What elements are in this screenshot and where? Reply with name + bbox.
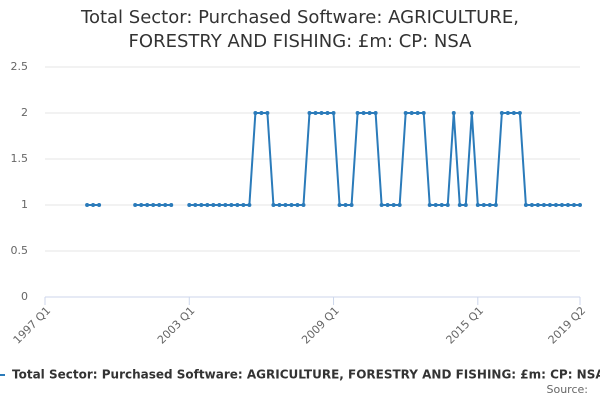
y-tick-label: 2 xyxy=(21,106,28,119)
data-point xyxy=(91,203,96,207)
data-point xyxy=(217,203,222,207)
data-point xyxy=(277,203,282,207)
data-point xyxy=(301,203,306,207)
data-point xyxy=(487,203,492,207)
source-label: Source: xyxy=(547,383,589,396)
y-tick-label: 2.5 xyxy=(11,60,29,73)
x-tick-label: 2003 Q1 xyxy=(155,304,198,347)
data-point xyxy=(163,203,168,207)
data-point xyxy=(391,203,396,207)
data-point xyxy=(403,111,408,115)
data-point xyxy=(421,111,426,115)
y-tick-label: 0 xyxy=(21,290,28,303)
data-point xyxy=(139,203,144,207)
data-point xyxy=(259,111,264,115)
data-point xyxy=(553,203,558,207)
data-point xyxy=(475,203,480,207)
data-point xyxy=(505,111,510,115)
data-point xyxy=(355,111,360,115)
data-point xyxy=(481,203,486,207)
data-point xyxy=(373,111,378,115)
data-point xyxy=(349,203,354,207)
data-point xyxy=(229,203,234,207)
data-point xyxy=(235,203,240,207)
data-point xyxy=(193,203,198,207)
x-tick-label: 1997 Q1 xyxy=(11,304,54,347)
data-point xyxy=(313,111,318,115)
data-point xyxy=(271,203,276,207)
data-point xyxy=(289,203,294,207)
data-point xyxy=(307,111,312,115)
data-point xyxy=(283,203,288,207)
data-point xyxy=(578,203,582,207)
data-point xyxy=(133,203,138,207)
data-point xyxy=(547,203,552,207)
data-point xyxy=(199,203,204,207)
data-point xyxy=(241,203,246,207)
data-point xyxy=(559,203,564,207)
y-tick-label: 0.5 xyxy=(11,244,29,257)
data-point xyxy=(367,111,372,115)
data-point xyxy=(463,203,468,207)
data-point xyxy=(325,111,330,115)
data-point xyxy=(205,203,210,207)
data-point xyxy=(361,111,366,115)
data-point xyxy=(523,203,528,207)
data-point xyxy=(187,203,192,207)
data-point xyxy=(439,203,444,207)
data-point xyxy=(565,203,570,207)
data-point xyxy=(385,203,390,207)
data-point xyxy=(493,203,498,207)
data-point xyxy=(535,203,540,207)
data-point xyxy=(223,203,228,207)
data-point xyxy=(265,111,270,115)
data-point xyxy=(457,203,462,207)
data-point xyxy=(295,203,300,207)
data-point xyxy=(511,111,516,115)
x-tick-label: 2009 Q1 xyxy=(299,304,342,347)
x-tick-label: 2015 Q1 xyxy=(444,304,487,347)
data-point xyxy=(433,203,438,207)
data-point xyxy=(451,111,456,115)
data-point xyxy=(499,111,504,115)
data-point xyxy=(397,203,402,207)
x-tick-label: 2019 Q2 xyxy=(546,304,589,347)
data-point xyxy=(337,203,342,207)
data-point xyxy=(169,203,174,207)
y-tick-label: 1.5 xyxy=(11,152,29,165)
data-point xyxy=(331,111,336,115)
data-point xyxy=(409,111,414,115)
data-point xyxy=(157,203,162,207)
chart-title: Total Sector: Purchased Software: AGRICU… xyxy=(81,7,519,52)
y-tick-label: 1 xyxy=(21,198,28,211)
data-point xyxy=(517,111,522,115)
data-point xyxy=(247,203,252,207)
data-point xyxy=(343,203,348,207)
data-point xyxy=(427,203,432,207)
data-point xyxy=(445,203,450,207)
data-point xyxy=(151,203,156,207)
data-point xyxy=(145,203,150,207)
legend-label: Total Sector: Purchased Software: AGRICU… xyxy=(12,368,600,382)
data-point xyxy=(469,111,474,115)
data-point xyxy=(541,203,546,207)
data-point xyxy=(319,111,324,115)
data-point xyxy=(571,203,576,207)
data-point xyxy=(211,203,216,207)
data-point xyxy=(379,203,384,207)
data-point xyxy=(97,203,102,207)
data-point xyxy=(529,203,534,207)
data-point xyxy=(253,111,258,115)
data-point xyxy=(85,203,90,207)
data-point xyxy=(415,111,420,115)
